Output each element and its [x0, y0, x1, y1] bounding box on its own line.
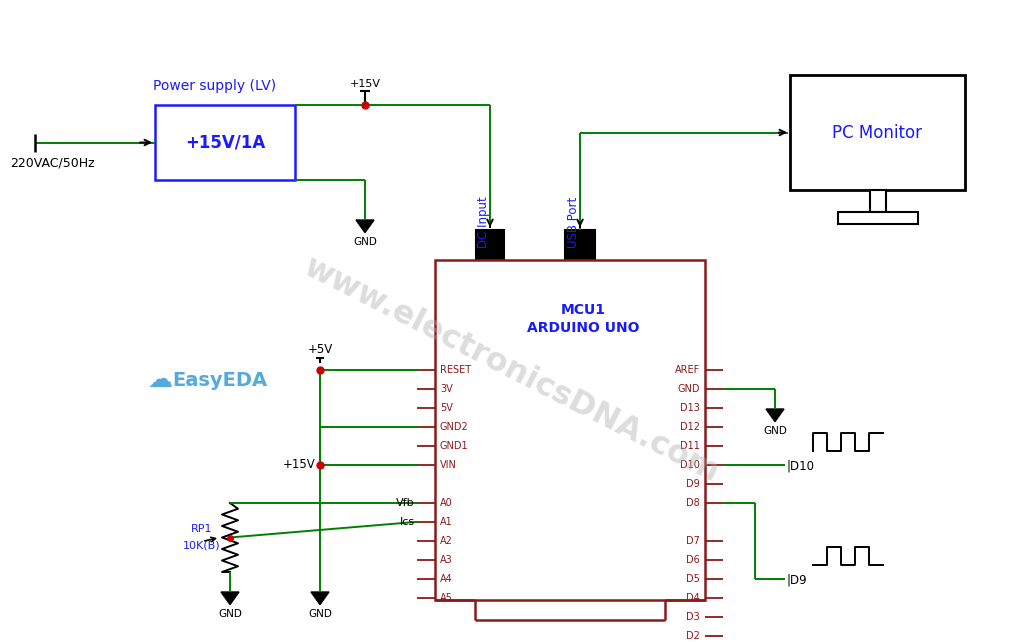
- Text: +5V: +5V: [307, 343, 333, 356]
- Text: 3V: 3V: [440, 384, 453, 394]
- Text: D2: D2: [686, 631, 700, 641]
- Text: PC Monitor: PC Monitor: [833, 123, 923, 141]
- Bar: [476, 230, 504, 260]
- Bar: [435, 260, 705, 600]
- Text: D4: D4: [686, 593, 700, 603]
- Text: D5: D5: [686, 574, 700, 584]
- Text: |D9: |D9: [787, 573, 808, 587]
- Text: +15V: +15V: [349, 79, 381, 89]
- Text: A5: A5: [440, 593, 453, 603]
- Text: D12: D12: [680, 422, 700, 432]
- Text: GND: GND: [678, 384, 700, 394]
- Text: DC Input: DC Input: [477, 196, 490, 248]
- Text: A2: A2: [440, 536, 453, 546]
- Text: 5V: 5V: [440, 403, 453, 413]
- Text: D9: D9: [686, 479, 700, 489]
- Text: D7: D7: [686, 536, 700, 546]
- Polygon shape: [311, 592, 329, 605]
- Bar: [155, 105, 295, 180]
- Text: A0: A0: [440, 498, 453, 508]
- Text: A1: A1: [440, 517, 453, 527]
- Text: VIN: VIN: [440, 460, 457, 470]
- Bar: [869, 190, 886, 212]
- Bar: [838, 212, 918, 224]
- Text: +15V/1A: +15V/1A: [185, 134, 265, 152]
- Text: +15V: +15V: [284, 458, 316, 471]
- Text: GND1: GND1: [440, 441, 469, 451]
- Text: Vfb: Vfb: [396, 498, 415, 508]
- Polygon shape: [221, 592, 239, 605]
- Text: AREF: AREF: [675, 365, 700, 375]
- Text: RESET: RESET: [440, 365, 471, 375]
- Text: D11: D11: [680, 441, 700, 451]
- Text: GND: GND: [763, 426, 786, 436]
- Text: EasyEDA: EasyEDA: [172, 370, 267, 390]
- Text: 10K(B): 10K(B): [183, 541, 221, 550]
- Text: 220VAC/50Hz: 220VAC/50Hz: [10, 157, 94, 169]
- Polygon shape: [766, 409, 784, 422]
- Text: D10: D10: [680, 460, 700, 470]
- Text: ARDUINO UNO: ARDUINO UNO: [527, 321, 640, 335]
- Text: |D10: |D10: [787, 460, 815, 473]
- Text: D3: D3: [686, 612, 700, 622]
- Text: GND2: GND2: [440, 422, 469, 432]
- Text: GND: GND: [353, 237, 377, 247]
- Text: Power supply (LV): Power supply (LV): [154, 79, 276, 93]
- Text: D6: D6: [686, 555, 700, 565]
- Text: MCU1: MCU1: [561, 303, 606, 317]
- Text: D8: D8: [686, 498, 700, 508]
- Text: GND: GND: [308, 609, 332, 619]
- Text: ☁: ☁: [148, 368, 173, 392]
- Text: www.electronicsDNA.com: www.electronicsDNA.com: [299, 251, 725, 489]
- Bar: [790, 75, 965, 190]
- Text: RP1: RP1: [191, 525, 213, 535]
- Bar: [565, 230, 595, 260]
- Text: USB Port: USB Port: [567, 196, 580, 248]
- Text: Ics: Ics: [400, 517, 415, 527]
- Text: D13: D13: [680, 403, 700, 413]
- Text: A3: A3: [440, 555, 453, 565]
- Text: A4: A4: [440, 574, 453, 584]
- Text: GND: GND: [218, 609, 242, 619]
- Polygon shape: [356, 220, 374, 232]
